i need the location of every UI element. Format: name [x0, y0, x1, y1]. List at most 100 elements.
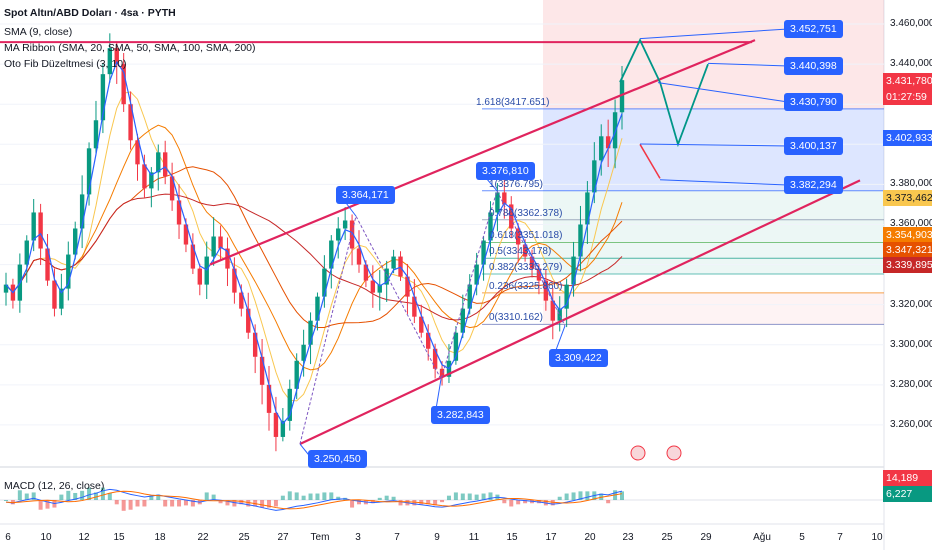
date-axis-tick: 7 — [394, 532, 400, 543]
candle-body — [557, 308, 562, 321]
price-axis-tag[interactable]: 3.402,933 — [883, 130, 932, 147]
candle-body — [239, 292, 244, 309]
macd-histogram-bar — [87, 487, 92, 500]
macd-histogram-bar — [225, 500, 230, 506]
callout-connector — [707, 62, 789, 67]
candle-body — [31, 212, 36, 241]
macd-histogram-bar — [287, 491, 292, 500]
macd-histogram-bar — [260, 500, 265, 508]
macd-histogram-bar — [31, 492, 36, 500]
candle-body — [612, 112, 618, 149]
candle-body — [86, 148, 92, 195]
macd-histogram-bar — [66, 490, 71, 500]
price-axis-tag[interactable]: 3.347,321 — [883, 241, 932, 258]
price-axis-tag[interactable]: 3.431,780 01:27:59 — [883, 72, 932, 105]
macd-histogram-bar — [38, 500, 43, 510]
macd-histogram-bar — [239, 500, 244, 505]
price-axis-tick: 3.280,000 — [890, 378, 932, 390]
macd-histogram-bar — [606, 500, 611, 504]
ma-ribbon-line — [5, 91, 623, 402]
candle-body — [121, 64, 126, 105]
candle-body — [280, 420, 286, 437]
fib-level-label: 0.5(3343.178) — [489, 246, 552, 258]
macd-histogram-bar — [17, 490, 22, 500]
candle-body — [259, 356, 265, 385]
macd-histogram-bar — [149, 495, 154, 500]
macd-histogram-bar — [474, 494, 479, 500]
candle-body — [515, 228, 521, 245]
price-callout[interactable]: 3.452,751 — [784, 20, 843, 38]
candle-body — [176, 200, 182, 225]
candle-body — [529, 256, 535, 269]
macd-histogram-bar — [412, 500, 417, 506]
economic-event-marker — [666, 445, 682, 461]
price-callout[interactable]: 3.364,171 — [336, 186, 395, 204]
price-callout[interactable]: 3.382,294 — [784, 176, 843, 194]
candle-body — [571, 256, 576, 285]
date-axis-tick: 23 — [622, 532, 634, 543]
projection-path — [619, 37, 709, 148]
price-callout[interactable]: 3.430,790 — [784, 93, 843, 111]
price-callout[interactable]: 3.309,422 — [549, 349, 608, 367]
macd-histogram-bar — [557, 496, 562, 500]
macd-histogram-bar — [329, 492, 334, 500]
macd-histogram-bar — [80, 490, 85, 500]
ma-ribbon-legend[interactable]: MA Ribbon (SMA, 20, SMA, 50, SMA, 100, S… — [4, 42, 256, 54]
macd-legend[interactable]: MACD (12, 26, close) — [4, 480, 105, 492]
price-callout[interactable]: 3.440,398 — [784, 57, 843, 75]
macd-histogram-bar — [384, 495, 389, 500]
candle-body — [197, 268, 202, 285]
candle-body — [218, 236, 223, 249]
candle-body — [543, 280, 549, 301]
macd-histogram-bar — [453, 492, 458, 500]
sma-legend[interactable]: SMA (9, close) — [4, 26, 73, 38]
macd-histogram-bar — [350, 500, 355, 508]
last-price-value: 3.431,780 — [886, 74, 932, 87]
candle-body — [156, 152, 161, 173]
macd-histogram-bar — [211, 494, 216, 500]
candle-body — [66, 254, 71, 289]
candle-body — [128, 104, 133, 141]
fib-legend[interactable]: Oto Fib Düzeltmesi (3, 10) — [4, 58, 127, 70]
date-axis-tick: 12 — [78, 532, 90, 543]
candle-body — [252, 332, 258, 357]
candle-body — [495, 192, 500, 213]
date-axis-tick: 25 — [238, 532, 250, 543]
price-callout[interactable]: 3.282,843 — [431, 406, 490, 424]
macd-histogram-bar — [190, 500, 195, 507]
macd-histogram-bar — [100, 487, 105, 500]
candle-body — [599, 136, 604, 161]
candle-body — [246, 308, 251, 333]
date-axis-tick: 20 — [584, 532, 596, 543]
macd-histogram-bar — [564, 493, 569, 500]
price-callout[interactable]: 3.376,810 — [476, 162, 535, 180]
price-axis-tag[interactable]: 3.354,903 — [883, 226, 932, 243]
price-callout[interactable]: 3.400,137 — [784, 137, 843, 155]
macd-histogram-bar — [578, 491, 583, 500]
price-axis-tag[interactable]: 3.339,895 — [883, 256, 932, 273]
candle-body — [467, 284, 472, 309]
price-callout[interactable]: 3.250,450 — [308, 450, 367, 468]
callout-connector — [657, 82, 789, 103]
fib-level-label: 0.618(3351.018) — [489, 230, 563, 242]
candle-body — [412, 296, 417, 317]
macd-histogram-bar — [502, 500, 507, 504]
macd-histogram-bar — [467, 493, 472, 500]
date-axis-tick: 5 — [799, 532, 805, 543]
date-axis-tick: 22 — [197, 532, 209, 543]
date-axis-tick: Ağu — [753, 532, 771, 543]
candle-body — [509, 204, 514, 229]
fib-level-label: 0.236(3325.860) — [489, 280, 563, 292]
price-axis-tick: 3.300,000 — [890, 338, 932, 350]
date-axis-tick: 9 — [434, 532, 440, 543]
macd-histogram-bar — [599, 493, 604, 500]
macd-histogram-bar — [93, 492, 98, 500]
symbol-title[interactable]: Spot Altın/ABD Doları · 4sa · PYTH — [4, 7, 176, 19]
macd-histogram-bar — [377, 497, 382, 500]
candle-body — [439, 368, 445, 377]
candle-body — [488, 212, 493, 241]
macd-axis-tag: 6,227 — [883, 486, 932, 502]
candle-body — [426, 332, 431, 349]
price-axis-tag[interactable]: 3.373,462 — [883, 189, 932, 206]
